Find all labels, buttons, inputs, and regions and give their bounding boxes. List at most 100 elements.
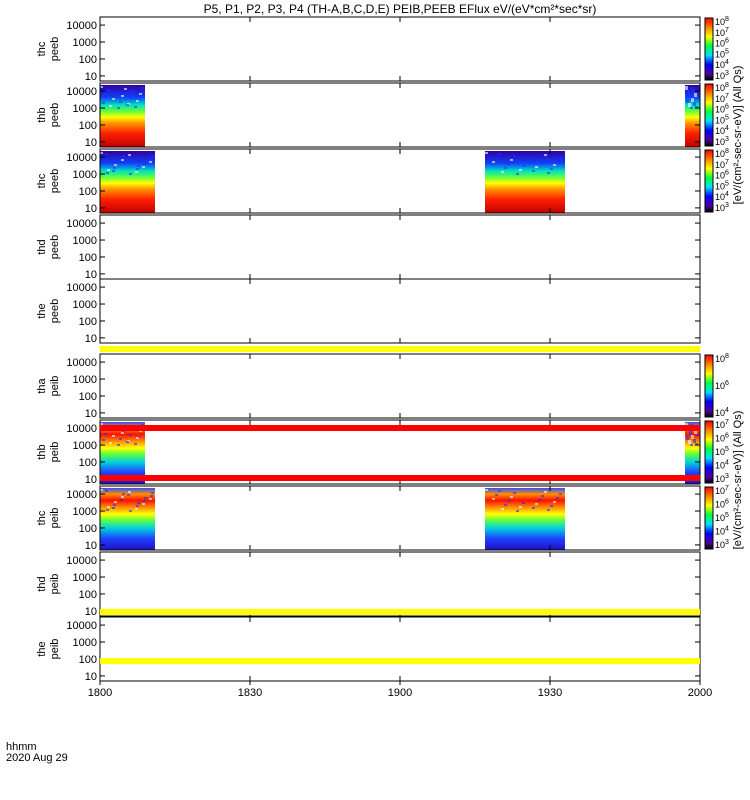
speckle — [136, 437, 139, 439]
y-tick-label: 10 — [85, 408, 97, 420]
panel-label-probe: thc — [36, 510, 48, 525]
y-tick-label: 10000 — [66, 20, 97, 32]
panel-label-product: peib — [49, 639, 61, 660]
speckle — [687, 90, 690, 92]
y-tick-label: 100 — [79, 252, 97, 264]
panel-label-probe: tha — [36, 377, 48, 393]
panel-label-probe: thd — [36, 576, 48, 591]
speckle — [498, 153, 501, 155]
speckle — [143, 163, 146, 165]
speckle — [535, 503, 538, 505]
speckle — [150, 158, 153, 160]
colorbar-tick-label: 104 — [715, 59, 729, 70]
spectrogram-panel: 10 100 1000 10000 the peeb — [36, 278, 701, 345]
y-tick-label: 100 — [79, 186, 97, 198]
speckle — [105, 153, 108, 155]
speckle — [550, 505, 553, 507]
colorbar-tick-label: 105 — [715, 48, 729, 59]
y-tick-label: 100 — [79, 654, 97, 666]
speckle — [690, 107, 693, 109]
colorbar-tick-label: 105 — [715, 446, 729, 457]
colorbar-tick-label: 104 — [715, 526, 729, 537]
colorbar-tick-label: 107 — [715, 419, 729, 430]
speckle — [126, 441, 129, 443]
speckle — [144, 497, 147, 499]
y-tick-label: 10000 — [66, 218, 97, 230]
speckle — [695, 443, 698, 445]
panel-frame — [99, 16, 701, 82]
speckle — [507, 163, 510, 165]
speckle — [513, 155, 516, 157]
speckle — [492, 161, 495, 163]
spectrogram-panel: 10 100 1000 10000 thd peeb — [36, 214, 701, 281]
speckle — [532, 170, 535, 172]
speckle — [693, 104, 696, 106]
y-tick-label: 10 — [85, 137, 97, 149]
colorbar-tick-label: 106 — [715, 170, 729, 181]
y-tick-label: 1000 — [73, 103, 97, 115]
speckle — [485, 489, 488, 491]
panel-label-probe: the — [36, 641, 48, 656]
speckle — [559, 493, 562, 495]
speckle — [122, 156, 125, 158]
speckle — [686, 438, 689, 440]
speckle — [501, 508, 504, 510]
speckle — [128, 491, 131, 493]
speckle — [522, 165, 525, 167]
y-tick-label: 10 — [85, 71, 97, 83]
spectrogram-panel: 10 100 1000 10000 the peib — [36, 616, 701, 683]
colorbar-label-electron: [eV/(cm²-sec-sr-eV)] (All Qs) — [732, 66, 744, 205]
speckle — [685, 88, 688, 90]
speckle — [121, 159, 124, 161]
speckle — [114, 164, 117, 166]
speckle — [126, 104, 129, 106]
speckle — [131, 91, 134, 93]
speckle — [688, 440, 691, 442]
panel-label-product: peeb — [49, 299, 61, 323]
speckle — [510, 159, 513, 161]
colorbar-tick-label: 105 — [715, 512, 729, 523]
speckle — [129, 434, 132, 436]
speckle — [688, 105, 691, 107]
spectrogram-panel: 10 100 1000 10000 tha peib — [36, 353, 701, 420]
speckle — [519, 506, 522, 508]
speckle — [495, 157, 498, 159]
speckle — [100, 86, 103, 88]
speckle — [689, 96, 692, 98]
colorbar-tick-label: 103 — [715, 473, 729, 484]
speckle — [504, 167, 507, 169]
colorbar-tick-label: 106 — [715, 104, 729, 115]
speckle — [114, 92, 117, 94]
speckle — [507, 500, 510, 502]
panel-label-probe: the — [36, 303, 48, 318]
speckle — [691, 435, 694, 437]
speckle — [516, 173, 519, 175]
y-tick-label: 100 — [79, 54, 97, 66]
panel-frame — [99, 485, 701, 551]
panel-frame — [99, 214, 701, 280]
speckle — [128, 154, 131, 156]
speckle — [106, 509, 109, 511]
colorbar-tick-label: 104 — [715, 407, 729, 418]
status-bar — [100, 346, 700, 352]
y-tick-label: 100 — [79, 523, 97, 535]
colorbar-tick-label: 106 — [715, 433, 729, 444]
speckle — [100, 489, 103, 491]
speckle — [112, 435, 115, 437]
speckle — [139, 93, 142, 95]
colorbar-tick-label: 106 — [715, 499, 729, 510]
y-tick-label: 10 — [85, 671, 97, 683]
speckle — [559, 156, 562, 158]
speckle — [553, 164, 556, 166]
colorbar — [704, 486, 714, 550]
speckle — [127, 157, 130, 159]
speckle — [690, 444, 693, 446]
speckle — [692, 89, 695, 91]
speckle — [556, 160, 559, 162]
speckle — [695, 106, 698, 108]
speckle — [122, 493, 125, 495]
status-bar — [100, 609, 700, 615]
panel-label-probe: thc — [36, 173, 48, 188]
y-tick-label: 10000 — [66, 489, 97, 501]
colorbar-tick-label: 104 — [715, 191, 729, 202]
